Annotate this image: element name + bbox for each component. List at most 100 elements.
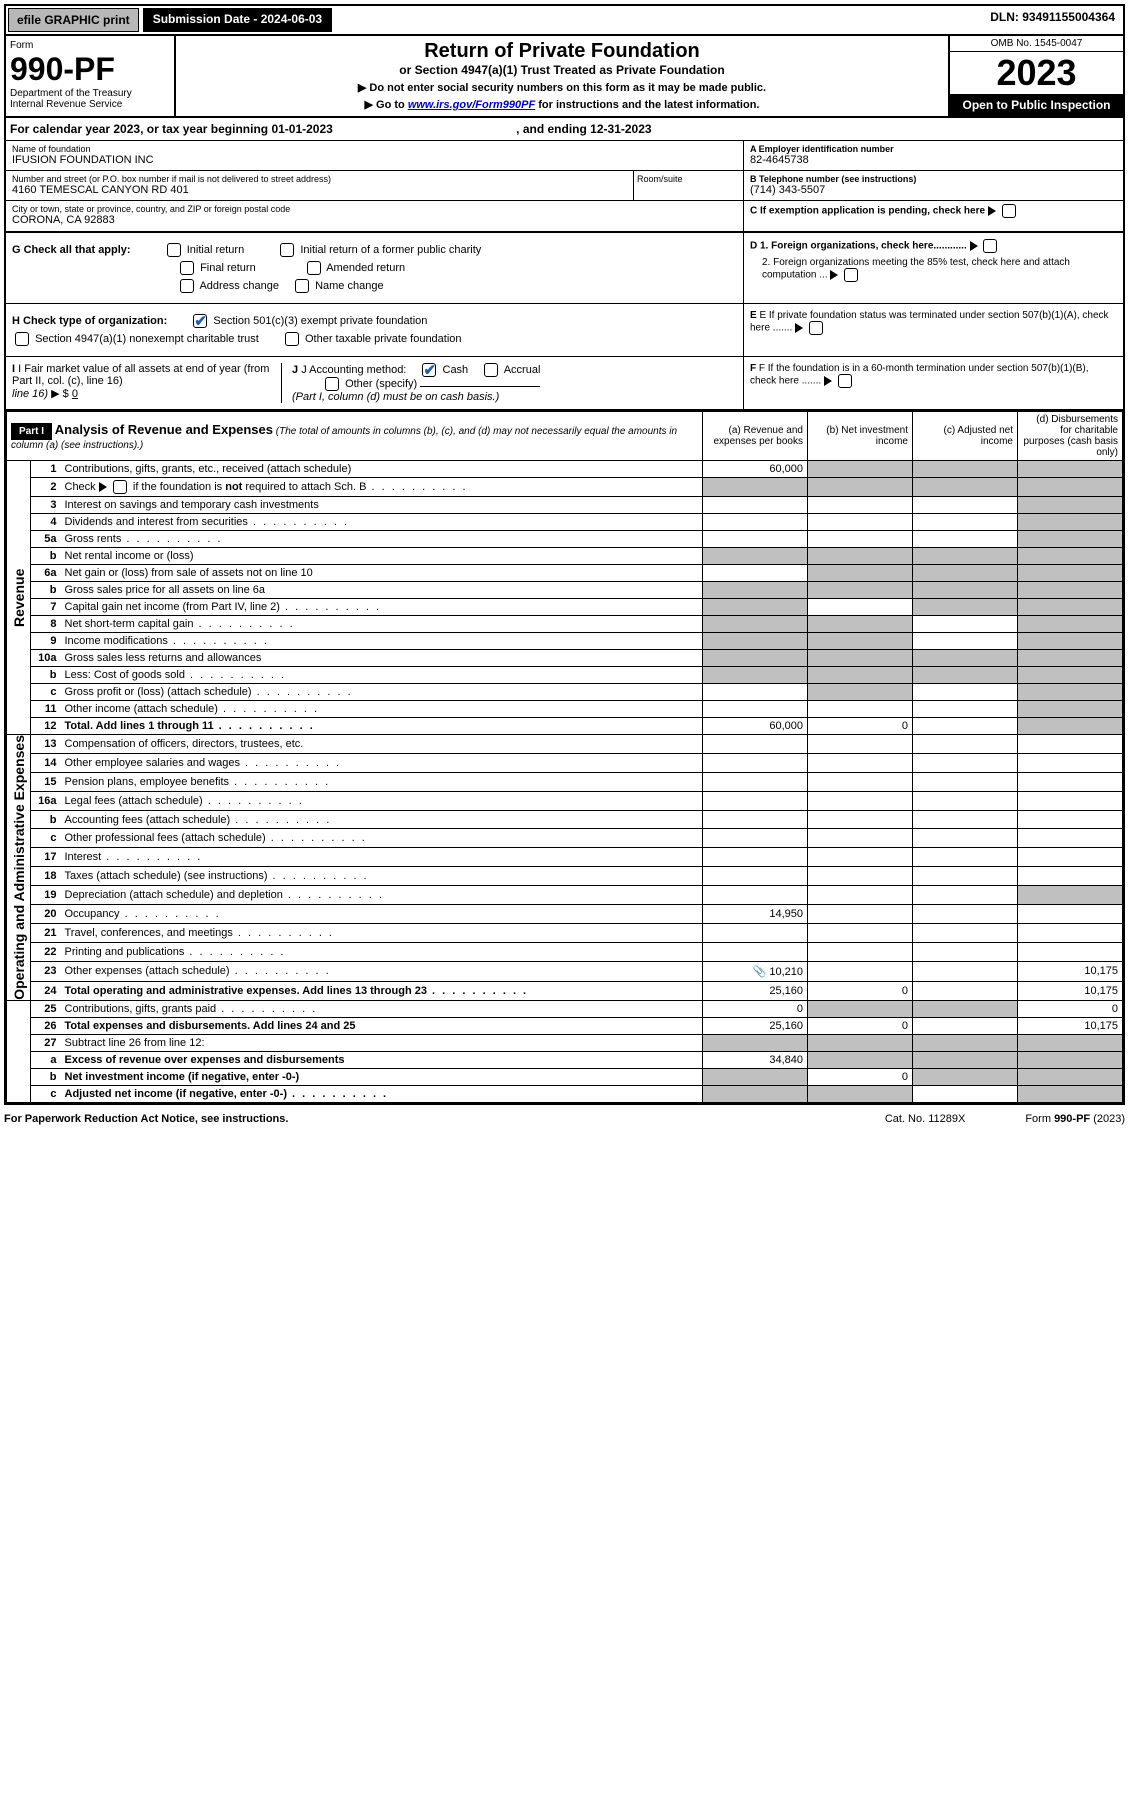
row11-desc: Other income (attach schedule) xyxy=(61,701,703,718)
table-row: 22Printing and publications xyxy=(7,942,1123,961)
row6a-desc: Net gain or (loss) from sale of assets n… xyxy=(61,565,703,582)
checkbox-cash[interactable] xyxy=(422,363,436,377)
footer-left: For Paperwork Reduction Act Notice, see … xyxy=(4,1113,885,1125)
row8-desc: Net short-term capital gain xyxy=(61,616,703,633)
checkbox-addr-change[interactable] xyxy=(180,279,194,293)
checkbox-final[interactable] xyxy=(180,261,194,275)
row25-d: 0 xyxy=(1018,1000,1123,1017)
table-row: 23Other expenses (attach schedule)📎 10,2… xyxy=(7,961,1123,981)
table-row: 3Interest on savings and temporary cash … xyxy=(7,497,1123,514)
row1-desc: Contributions, gifts, grants, etc., rece… xyxy=(61,461,703,478)
row12-desc: Total. Add lines 1 through 11 xyxy=(61,718,703,735)
checkbox-other-taxable[interactable] xyxy=(285,332,299,346)
row12-b: 0 xyxy=(808,718,913,735)
h-4947: Section 4947(a)(1) nonexempt charitable … xyxy=(35,333,259,345)
form-note2: ▶ Go to www.irs.gov/Form990PF for instru… xyxy=(186,98,938,111)
part1-title: Analysis of Revenue and Expenses xyxy=(55,422,273,437)
calendar-year-line: For calendar year 2023, or tax year begi… xyxy=(6,116,1123,141)
form-link[interactable]: www.irs.gov/Form990PF xyxy=(408,99,535,111)
table-row: 16aLegal fees (attach schedule) xyxy=(7,791,1123,810)
checkbox-schb[interactable] xyxy=(113,480,127,494)
row27a-desc: Excess of revenue over expenses and disb… xyxy=(61,1051,703,1068)
checkbox-501c3[interactable] xyxy=(193,314,207,328)
row17-desc: Interest xyxy=(61,848,703,867)
table-row: 6aNet gain or (loss) from sale of assets… xyxy=(7,565,1123,582)
row9-desc: Income modifications xyxy=(61,633,703,650)
foundation-name-cell: Name of foundation IFUSION FOUNDATION IN… xyxy=(6,141,743,171)
table-row: 24Total operating and administrative exp… xyxy=(7,981,1123,1000)
form-header: Form 990-PF Department of the Treasury I… xyxy=(6,36,1123,116)
row26-a: 25,160 xyxy=(703,1017,808,1034)
d2-line: 2. Foreign organizations meeting the 85%… xyxy=(762,257,1117,282)
row23-a: 📎 10,210 xyxy=(703,961,808,981)
checkbox-initial[interactable] xyxy=(167,243,181,257)
table-row: bGross sales price for all assets on lin… xyxy=(7,582,1123,599)
ein-value: 82-4645738 xyxy=(750,154,1117,166)
g-final: Final return xyxy=(200,262,256,274)
row10a-desc: Gross sales less returns and allowances xyxy=(61,650,703,667)
checkbox-e[interactable] xyxy=(809,321,823,335)
h-501c3: Section 501(c)(3) exempt private foundat… xyxy=(213,315,427,327)
checkbox-4947[interactable] xyxy=(15,332,29,346)
ein-cell: A Employer identification number 82-4645… xyxy=(744,141,1123,171)
h-check-row: H Check type of organization: Section 50… xyxy=(12,314,737,328)
checkbox-f[interactable] xyxy=(838,374,852,388)
phone-label: B Telephone number (see instructions) xyxy=(750,174,1117,184)
row24-a: 25,160 xyxy=(703,981,808,1000)
h-label: H Check type of organization: xyxy=(12,315,167,327)
table-row: aExcess of revenue over expenses and dis… xyxy=(7,1051,1123,1068)
row27-desc: Subtract line 26 from line 12: xyxy=(61,1034,703,1051)
checkbox-d1[interactable] xyxy=(983,239,997,253)
checkbox-amended[interactable] xyxy=(307,261,321,275)
row19-desc: Depreciation (attach schedule) and deple… xyxy=(61,886,703,905)
col-b-header: (b) Net investment income xyxy=(808,412,913,461)
arrow-icon xyxy=(795,323,803,333)
table-row: 21Travel, conferences, and meetings xyxy=(7,923,1123,942)
g-name: Name change xyxy=(315,280,384,292)
checkbox-d2[interactable] xyxy=(844,268,858,282)
checkbox-accrual[interactable] xyxy=(484,363,498,377)
dept-treasury: Department of the Treasury xyxy=(10,88,170,99)
table-row: 15Pension plans, employee benefits xyxy=(7,772,1123,791)
irs-label: Internal Revenue Service xyxy=(10,99,170,110)
j-other: Other (specify) xyxy=(345,378,417,390)
efile-print-button[interactable]: efile GRAPHIC print xyxy=(8,8,139,32)
row2-desc: Check if the foundation is not required … xyxy=(61,478,703,497)
table-row: cAdjusted net income (if negative, enter… xyxy=(7,1085,1123,1102)
checkbox-initial-former[interactable] xyxy=(280,243,294,257)
g-label: G Check all that apply: xyxy=(12,244,131,256)
top-bar: efile GRAPHIC print Submission Date - 20… xyxy=(6,6,1123,36)
row24-b: 0 xyxy=(808,981,913,1000)
checkbox-name-change[interactable] xyxy=(295,279,309,293)
row10c-desc: Gross profit or (loss) (attach schedule) xyxy=(61,684,703,701)
h-other: Other taxable private foundation xyxy=(305,333,462,345)
table-row: Operating and Administrative Expenses 13… xyxy=(7,735,1123,754)
table-row: 7Capital gain net income (from Part IV, … xyxy=(7,599,1123,616)
arrow-icon xyxy=(988,206,996,216)
table-row: 12Total. Add lines 1 through 1160,0000 xyxy=(7,718,1123,735)
name-label: Name of foundation xyxy=(12,144,737,154)
phone-value: (714) 343-5507 xyxy=(750,184,1117,196)
row7-desc: Capital gain net income (from Part IV, l… xyxy=(61,599,703,616)
table-row: bAccounting fees (attach schedule) xyxy=(7,810,1123,829)
cal-end: , and ending 12-31-2023 xyxy=(516,122,651,136)
page-footer: For Paperwork Reduction Act Notice, see … xyxy=(0,1109,1129,1129)
i-value: 0 xyxy=(72,388,78,400)
col-a-header: (a) Revenue and expenses per books xyxy=(703,412,808,461)
checkbox-c[interactable] xyxy=(1002,204,1016,218)
checkbox-other-method[interactable] xyxy=(325,377,339,391)
table-row: 19Depreciation (attach schedule) and dep… xyxy=(7,886,1123,905)
footer-right: Form 990-PF (2023) xyxy=(1025,1113,1125,1125)
addr-label: Number and street (or P.O. box number if… xyxy=(12,174,627,184)
d1-line: D 1. Foreign organizations, check here..… xyxy=(750,239,1117,253)
table-row: 27Subtract line 26 from line 12: xyxy=(7,1034,1123,1051)
row10b-desc: Less: Cost of goods sold xyxy=(61,667,703,684)
table-row: 5aGross rents xyxy=(7,531,1123,548)
submission-date: Submission Date - 2024-06-03 xyxy=(143,8,332,32)
omb-number: OMB No. 1545-0047 xyxy=(950,36,1123,52)
i-label: I Fair market value of all assets at end… xyxy=(12,363,269,387)
row24-d: 10,175 xyxy=(1018,981,1123,1000)
row16a-desc: Legal fees (attach schedule) xyxy=(61,791,703,810)
room-suite-cell: Room/suite xyxy=(633,171,743,201)
expenses-vert-label: Operating and Administrative Expenses xyxy=(7,735,31,1001)
